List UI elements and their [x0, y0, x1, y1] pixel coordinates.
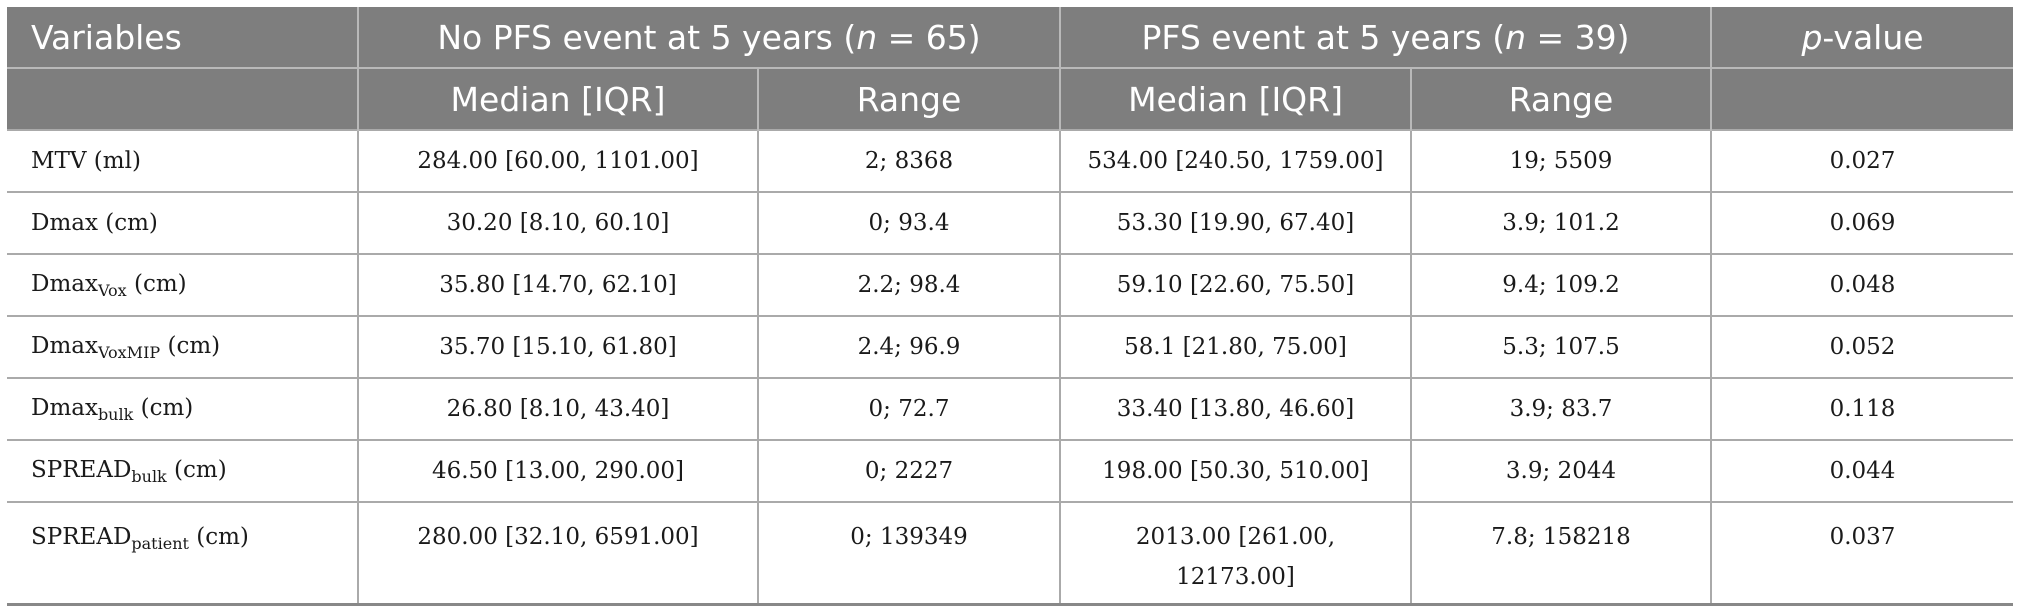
g1-range-cell: 2.2; 98.4	[758, 253, 1062, 316]
table-row: DmaxVox (cm) 35.80 [14.70, 62.10] 2.2; 9…	[7, 253, 2014, 316]
results-table: Variables No PFS event at 5 years (n = 6…	[7, 7, 2014, 606]
g2-median-header: Median [IQR]	[1060, 67, 1413, 130]
g1-median-cell: 30.20 [8.10, 60.10]	[358, 191, 759, 254]
table-row: SPREADpatient (cm) 280.00 [32.10, 6591.0…	[7, 501, 2014, 606]
p-value-cell: 0.044	[1711, 439, 2014, 502]
variables-header: Variables	[7, 7, 359, 68]
g1-median-cell: 35.80 [14.70, 62.10]	[358, 253, 759, 316]
variable-name: DmaxVox (cm)	[7, 253, 359, 316]
g2-median-cell: 33.40 [13.80, 46.60]	[1060, 377, 1413, 440]
variable-name: SPREADpatient (cm)	[7, 501, 359, 606]
g1-range-cell: 2; 8368	[758, 129, 1062, 192]
p-value-cell: 0.048	[1711, 253, 2014, 316]
p-value-cell: 0.069	[1711, 191, 2014, 254]
g2-median-cell: 534.00 [240.50, 1759.00]	[1060, 129, 1413, 192]
variable-name: SPREADbulk (cm)	[7, 439, 359, 502]
table-row: MTV (ml) 284.00 [60.00, 1101.00] 2; 8368…	[7, 129, 2014, 192]
g1-median-cell: 280.00 [32.10, 6591.00]	[358, 501, 759, 606]
g1-median-cell: 46.50 [13.00, 290.00]	[358, 439, 759, 502]
g1-range-cell: 0; 72.7	[758, 377, 1062, 440]
g1-median-header: Median [IQR]	[358, 67, 759, 130]
no-pfs-event-header: No PFS event at 5 years (n = 65)	[358, 7, 1062, 68]
g1-range-cell: 0; 139349	[758, 501, 1062, 606]
variable-name: DmaxVoxMIP (cm)	[7, 315, 359, 378]
table-row: SPREADbulk (cm) 46.50 [13.00, 290.00] 0;…	[7, 439, 2014, 502]
g2-range-header: Range	[1411, 67, 1713, 130]
g1-median-cell: 26.80 [8.10, 43.40]	[358, 377, 759, 440]
table-row: Dmaxbulk (cm) 26.80 [8.10, 43.40] 0; 72.…	[7, 377, 2014, 440]
g1-median-cell: 284.00 [60.00, 1101.00]	[358, 129, 759, 192]
g2-range-cell: 3.9; 101.2	[1411, 191, 1713, 254]
pfs-event-header: PFS event at 5 years (n = 39)	[1060, 7, 1713, 68]
g2-median-cell: 53.30 [19.90, 67.40]	[1060, 191, 1413, 254]
g2-median-cell: 2013.00 [261.00, 12173.00]	[1060, 501, 1413, 606]
g1-range-cell: 0; 2227	[758, 439, 1062, 502]
p-value-cell: 0.118	[1711, 377, 2014, 440]
p-value-cell: 0.027	[1711, 129, 2014, 192]
g1-range-cell: 0; 93.4	[758, 191, 1062, 254]
g2-range-cell: 3.9; 2044	[1411, 439, 1713, 502]
p-value-cell: 0.052	[1711, 315, 2014, 378]
p-value-cell: 0.037	[1711, 501, 2014, 606]
empty-header-cell	[7, 67, 359, 130]
variable-name: Dmaxbulk (cm)	[7, 377, 359, 440]
p-value-header: p-value	[1711, 7, 2014, 68]
table-row: Dmax (cm) 30.20 [8.10, 60.10] 0; 93.4 53…	[7, 191, 2014, 254]
g2-range-cell: 19; 5509	[1411, 129, 1713, 192]
results-table-container: Variables No PFS event at 5 years (n = 6…	[7, 7, 2014, 606]
variable-name: Dmax (cm)	[7, 191, 359, 254]
g2-median-cell: 198.00 [50.30, 510.00]	[1060, 439, 1413, 502]
g1-range-cell: 2.4; 96.9	[758, 315, 1062, 378]
g2-median-cell: 58.1 [21.80, 75.00]	[1060, 315, 1413, 378]
header-row-1: Variables No PFS event at 5 years (n = 6…	[7, 7, 2014, 68]
g2-range-cell: 7.8; 158218	[1411, 501, 1713, 606]
g2-range-cell: 3.9; 83.7	[1411, 377, 1713, 440]
g1-range-header: Range	[758, 67, 1062, 130]
variable-name: MTV (ml)	[7, 129, 359, 192]
header-row-2: Median [IQR] Range Median [IQR] Range	[7, 67, 2014, 130]
table-row: DmaxVoxMIP (cm) 35.70 [15.10, 61.80] 2.4…	[7, 315, 2014, 378]
g2-range-cell: 9.4; 109.2	[1411, 253, 1713, 316]
empty-header-cell	[1711, 67, 2014, 130]
g2-range-cell: 5.3; 107.5	[1411, 315, 1713, 378]
g2-median-cell: 59.10 [22.60, 75.50]	[1060, 253, 1413, 316]
g1-median-cell: 35.70 [15.10, 61.80]	[358, 315, 759, 378]
